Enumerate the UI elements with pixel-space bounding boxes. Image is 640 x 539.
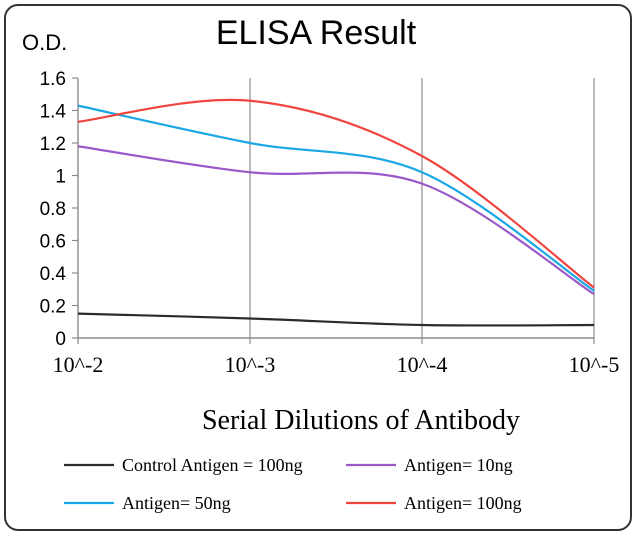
x-tick-label: 10^-5 xyxy=(569,352,620,377)
chart-frame: O.D. ELISA Result 0 0.2 0.4 0.6 0.8 1 1.2 1.4 1.… xyxy=(4,4,632,531)
legend-label: Control Antigen = 100ng xyxy=(122,455,303,475)
legend-label: Antigen= 10ng xyxy=(404,455,513,475)
y-tick-label: 0.6 xyxy=(40,232,66,253)
y-tick-label: 1.4 xyxy=(40,102,67,123)
series-line xyxy=(77,98,595,289)
y-tick-label: 0 xyxy=(55,329,66,350)
legend-label: Antigen= 50ng xyxy=(122,493,231,513)
series-line xyxy=(77,312,595,327)
elisa-chart: O.D. ELISA Result 0 0.2 0.4 0.6 0.8 1 1.2 1.4 1.… xyxy=(22,14,620,513)
x-axis-label: Serial Dilutions of Antibody xyxy=(202,405,520,436)
x-tick-label: 10^-2 xyxy=(53,352,104,377)
y-tick-label: 1.6 xyxy=(40,69,66,90)
y-tick-label: 0.4 xyxy=(40,264,67,285)
x-tick-label: 10^-4 xyxy=(397,352,448,377)
x-tick-label: 10^-3 xyxy=(225,352,276,377)
legend-label: Antigen= 100ng xyxy=(404,493,522,513)
y-tick-label: 1.2 xyxy=(40,134,66,155)
series-line xyxy=(77,104,595,292)
series-line xyxy=(77,145,595,296)
chart-title: ELISA Result xyxy=(216,14,417,52)
y-axis-label: O.D. xyxy=(22,30,67,55)
y-tick-label: 1 xyxy=(55,167,66,188)
y-tick-label: 0.8 xyxy=(40,199,66,220)
y-tick-label: 0.2 xyxy=(40,297,66,318)
